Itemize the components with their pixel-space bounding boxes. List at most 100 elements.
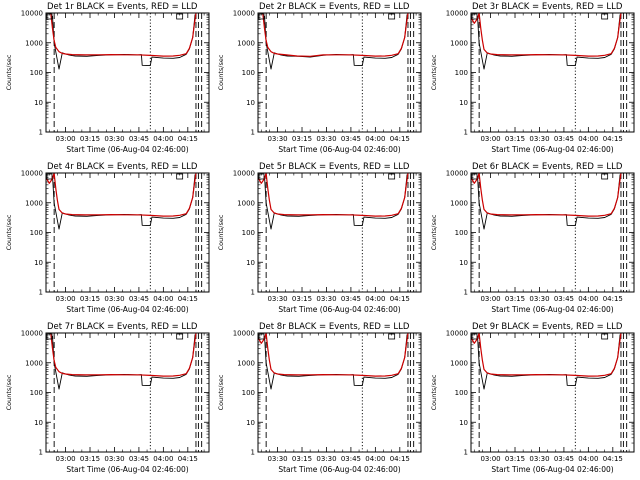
x-tick-label: 03:15 xyxy=(505,135,525,143)
y-tick-label: 1000 xyxy=(25,39,43,47)
plot-area xyxy=(471,173,628,292)
corner-box-right xyxy=(601,13,609,20)
lld-series-line xyxy=(261,13,409,57)
y-tick-label: 10000 xyxy=(233,10,255,18)
events-series-line xyxy=(477,14,621,70)
plot-frame xyxy=(257,332,422,453)
panel-title: Det 6r BLACK = Events, RED = LLD xyxy=(472,162,623,172)
lld-series-line xyxy=(258,173,409,217)
x-tick-label: 03:45 xyxy=(129,135,149,143)
lld-series-line xyxy=(49,13,197,57)
x-tick-label: 04:00 xyxy=(153,295,173,303)
x-tick-label: 03:30 xyxy=(529,455,549,463)
corner-box-left xyxy=(46,13,53,20)
detector-panel: Det 5r BLACK = Events, RED = LLD Counts/s… xyxy=(217,162,422,314)
plot-frame xyxy=(257,172,422,293)
y-tick-label: 1000 xyxy=(450,39,468,47)
y-tick-label: 10000 xyxy=(233,330,255,338)
x-tick-label: 04:00 xyxy=(578,455,598,463)
x-tick-label: 04:00 xyxy=(365,295,385,303)
events-series-line xyxy=(52,334,196,390)
corner-box-left xyxy=(471,173,478,180)
y-tick-label: 1 xyxy=(464,289,468,297)
x-tick-label: 03:30 xyxy=(104,135,124,143)
y-tick-label: 1 xyxy=(464,129,468,137)
x-tick-label: 03:30 xyxy=(529,135,549,143)
y-tick-label: 1000 xyxy=(450,199,468,207)
panel-title: Det 2r BLACK = Events, RED = LLD xyxy=(259,2,410,12)
y-tick-label: 100 xyxy=(455,229,468,237)
corner-box-left xyxy=(258,173,265,180)
y-tick-label: 10000 xyxy=(21,10,43,18)
x-tick-label: 03:30 xyxy=(529,295,549,303)
y-tick-label: 1 xyxy=(251,449,255,457)
y-tick-label: 10 xyxy=(459,259,468,267)
events-series-line xyxy=(52,174,196,230)
x-tick-label: 03:30 xyxy=(267,135,287,143)
lld-series-line xyxy=(471,173,622,217)
x-axis-label: Start Time (06-Aug-04 02:46:00) xyxy=(491,305,613,314)
x-tick-label: 03:45 xyxy=(129,455,149,463)
y-tick-label: 1000 xyxy=(25,199,43,207)
corner-box-left xyxy=(258,333,265,340)
x-tick-label: 03:15 xyxy=(80,455,100,463)
corner-box-left xyxy=(258,13,265,20)
plot-area xyxy=(261,13,415,132)
lld-series-line xyxy=(46,173,197,217)
plot-area xyxy=(258,173,415,292)
y-tick-label: 1 xyxy=(464,449,468,457)
x-tick-label: 03:15 xyxy=(505,295,525,303)
y-tick-label: 10 xyxy=(459,419,468,427)
x-tick-label: 04:00 xyxy=(578,295,598,303)
y-tick-label: 10 xyxy=(34,99,43,107)
x-tick-label: 03:30 xyxy=(104,295,124,303)
y-tick-label: 10 xyxy=(246,99,255,107)
plot-frame xyxy=(45,172,210,293)
x-tick-label: 03:30 xyxy=(104,455,124,463)
plot-frame xyxy=(45,332,210,453)
x-axis-label: Start Time (06-Aug-04 02:46:00) xyxy=(491,145,613,154)
x-axis-label: Start Time (06-Aug-04 02:46:00) xyxy=(278,305,400,314)
y-tick-label: 100 xyxy=(242,69,255,77)
corner-box-right xyxy=(601,173,609,180)
events-series-line xyxy=(477,334,621,390)
y-axis-label: Counts/sec xyxy=(5,374,13,410)
y-tick-label: 10 xyxy=(246,259,255,267)
x-axis-label: Start Time (06-Aug-04 02:46:00) xyxy=(66,145,188,154)
plot-area xyxy=(471,13,628,132)
events-series-line xyxy=(264,334,408,390)
y-tick-label: 10 xyxy=(246,419,255,427)
x-tick-label: 04:00 xyxy=(578,135,598,143)
x-tick-label: 03:00 xyxy=(55,135,75,143)
y-tick-label: 100 xyxy=(30,229,43,237)
x-tick-label: 03:00 xyxy=(480,135,500,143)
y-tick-label: 10000 xyxy=(446,330,468,338)
x-tick-label: 03:15 xyxy=(292,455,312,463)
corner-box-left xyxy=(471,13,478,20)
lld-series-line xyxy=(49,333,197,377)
y-axis-label: Counts/sec xyxy=(5,214,13,250)
x-tick-label: 03:45 xyxy=(129,295,149,303)
corner-box-right xyxy=(176,173,184,180)
y-tick-label: 1000 xyxy=(237,359,255,367)
detector-panel: Det 8r BLACK = Events, RED = LLD Counts/s… xyxy=(217,322,422,474)
x-tick-label: 03:15 xyxy=(80,135,100,143)
x-tick-label: 03:00 xyxy=(55,455,75,463)
y-tick-label: 10000 xyxy=(21,170,43,178)
panel-title: Det 4r BLACK = Events, RED = LLD xyxy=(47,162,198,172)
lld-series-line xyxy=(471,333,622,377)
x-tick-label: 03:45 xyxy=(554,135,574,143)
lld-series-line xyxy=(471,13,622,57)
x-tick-label: 04:00 xyxy=(153,135,173,143)
y-axis-label: Counts/sec xyxy=(217,54,225,90)
plot-frame xyxy=(470,172,635,293)
corner-box-right xyxy=(388,173,396,180)
panel-title: Det 8r BLACK = Events, RED = LLD xyxy=(259,322,410,332)
y-tick-label: 1 xyxy=(251,289,255,297)
events-series-line xyxy=(477,174,621,230)
x-tick-label: 03:15 xyxy=(292,295,312,303)
x-tick-label: 04:00 xyxy=(365,135,385,143)
y-tick-label: 1000 xyxy=(237,39,255,47)
y-axis-label: Counts/sec xyxy=(5,54,13,90)
y-tick-label: 10 xyxy=(34,259,43,267)
